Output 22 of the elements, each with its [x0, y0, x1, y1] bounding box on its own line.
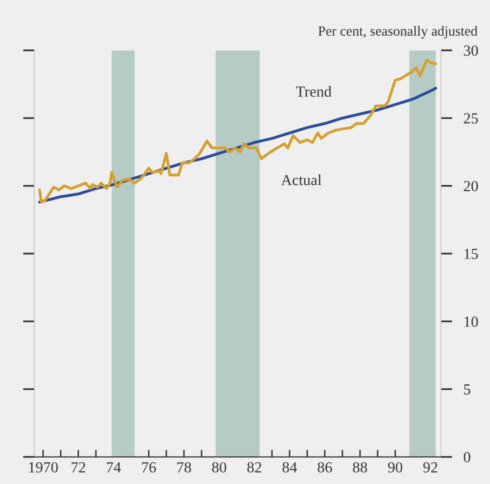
x-tick-label: 1970	[29, 462, 58, 473]
y-tick-label: 0	[464, 452, 470, 462]
x-tick-label: 84	[282, 462, 297, 473]
y-tick-label: 25	[464, 113, 478, 124]
x-tick-label: 92	[423, 462, 438, 473]
series-label: Actual	[281, 174, 322, 186]
x-tick-label: 88	[352, 462, 368, 473]
y-tick-label: 30	[464, 45, 478, 56]
y-tick-label: 20	[464, 180, 478, 192]
x-tick-label: 90	[388, 462, 402, 473]
x-tick-label: 72	[72, 462, 86, 472]
x-tick-label: 78	[177, 462, 192, 473]
series-label: Trend	[296, 86, 332, 97]
x-tick-label: 80	[212, 462, 226, 473]
x-tick-label: 74	[106, 462, 121, 472]
x-tick-label: 86	[318, 462, 332, 473]
x-tick-label: 76	[142, 462, 156, 473]
y-tick-label: 5	[464, 384, 470, 395]
y-axis-title: Per cent, seasonally adjusted	[318, 26, 478, 39]
y-tick-label: 15	[464, 248, 478, 260]
x-tick-label: 82	[247, 462, 262, 473]
y-tick-label: 10	[464, 316, 478, 327]
